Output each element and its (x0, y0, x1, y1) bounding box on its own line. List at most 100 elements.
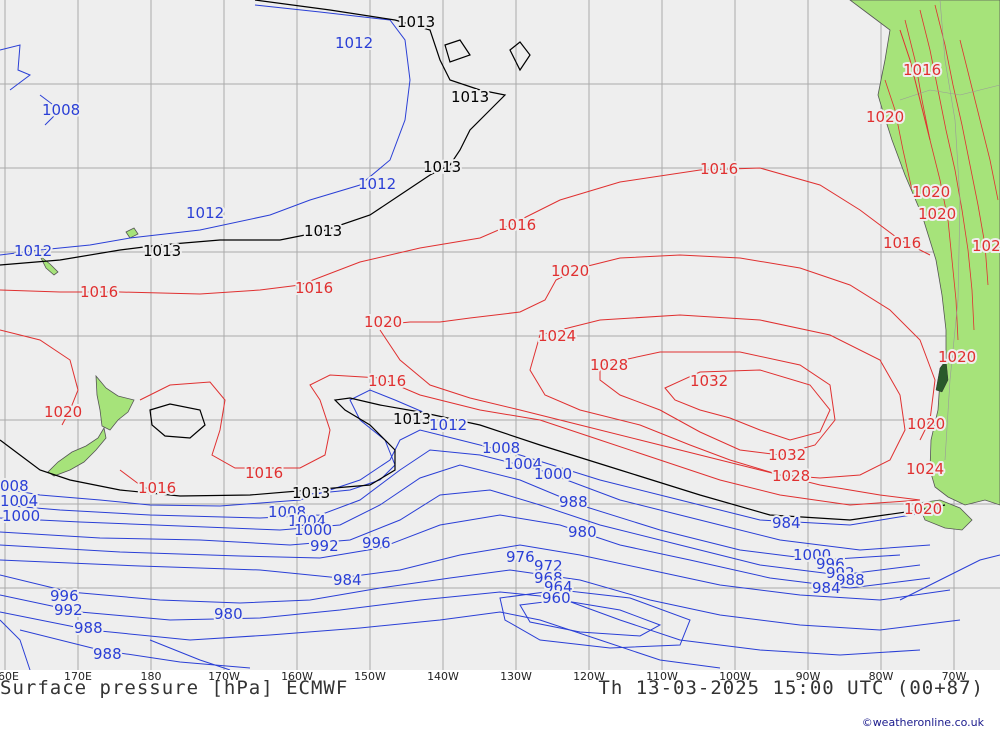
isobar-label: 1016 (498, 216, 536, 234)
isobar-label: 972 (534, 557, 563, 575)
isobar-label: 1020 (907, 415, 945, 433)
isobar-label: 1012 (335, 34, 373, 52)
isobar-label: 988 (559, 493, 588, 511)
longitude-tick-label: 90W (795, 670, 821, 683)
isobar-label: 1008 (268, 503, 306, 521)
new-zealand-north-island (95, 374, 135, 431)
isobar-label: 1004 (0, 492, 38, 510)
isobar-label: 996 (816, 555, 845, 573)
isobar-label: 1013 (423, 158, 461, 176)
longitude-tick-label: 100W (719, 670, 751, 683)
isobar-label: 984 (333, 571, 362, 589)
isobar-label: 1020 (938, 348, 976, 366)
isobar-labels-blue: 1012 1008 1012 1012 1012 008 1004 1000 1… (0, 32, 867, 665)
isobar-label: 968 (534, 569, 563, 587)
isobar-label: 1012 (429, 416, 467, 434)
isobar-label: 1016 (80, 283, 118, 301)
longitude-tick-label: 120W (573, 670, 605, 683)
isobar-label: 1000 (793, 546, 831, 564)
longitude-tick-label: 160W (281, 670, 313, 683)
isobar-label: 1008 (482, 439, 520, 457)
isobar-label: 1000 (534, 465, 572, 483)
isobar-label: 1032 (690, 372, 728, 390)
isobar-label: 1013 (397, 13, 435, 31)
isobar-label: 988 (93, 645, 122, 663)
isobar-label: 964 (544, 578, 573, 596)
isobar-label: 984 (772, 514, 801, 532)
isobar-label: 960 (542, 589, 571, 607)
isobar-label: 1016 (138, 479, 176, 497)
isobar-label: 1000 (294, 521, 332, 539)
map-footer: 160E 170E 180 170W 160W 150W 140W 130W 120W 110W 1… (0, 670, 1000, 733)
isobar-label: 1032 (768, 446, 806, 464)
longitude-tick-label: 170E (64, 670, 92, 683)
longitude-tick-label: 150W (354, 670, 386, 683)
isobar-label: 1020 (912, 183, 950, 201)
isobar-label: 1020 (918, 205, 956, 223)
chile-island (935, 359, 949, 393)
longitude-tick-label: 160E (0, 670, 19, 683)
low-pressure-isobars (0, 4, 1000, 670)
reference-isobar-1013 (0, 0, 946, 521)
isobar-label: 1016 (883, 234, 921, 252)
source-credit: ©weatheronline.co.uk (861, 716, 984, 729)
isobar-label: 1013 (304, 222, 342, 240)
isobar-label: 988 (74, 619, 103, 637)
isobar-label: 1024 (538, 327, 576, 345)
longitude-tick-label: 80W (868, 670, 894, 683)
andes-terrain-contours (884, 4, 999, 341)
country-borders (899, 0, 1000, 461)
isobar-label: 1004 (504, 455, 542, 473)
isobar-label: 1020 (44, 403, 82, 421)
longitude-tick-label: 140W (427, 670, 459, 683)
isobar-label: 1013 (451, 88, 489, 106)
longitude-tick-label: 180 (140, 670, 162, 683)
isobar-label: 1020 (904, 500, 942, 518)
longitude-tick-label: 130W (500, 670, 532, 683)
isobar-label: 1020 (972, 237, 1000, 255)
isobar-label: 1024 (906, 460, 944, 478)
isobar-label: 1028 (772, 467, 810, 485)
isobar-label: 1020 (364, 313, 402, 331)
isobar-label: 984 (812, 579, 841, 597)
isobar-labels-red: 1016 1020 1020 1020 1016 1016 1016 1016 … (42, 59, 1000, 520)
isobar-label: 992 (54, 601, 83, 619)
isobar-label: 1020 (866, 108, 904, 126)
isobar-label: 996 (50, 587, 79, 605)
longitude-tick-label: 110W (646, 670, 678, 683)
isobar-label: 992 (826, 564, 855, 582)
isobar-label: 1016 (903, 61, 941, 79)
isobar-labels-black: 1013 1013 1013 1013 1013 1013 1013 (141, 11, 491, 504)
isobar-label: 980 (568, 523, 597, 541)
isobar-label: 1012 (358, 175, 396, 193)
isobar-label: 1028 (590, 356, 628, 374)
longitude-tick-label: 170W (208, 670, 240, 683)
isobar-label: 1020 (551, 262, 589, 280)
isobar-label: 1000 (2, 507, 40, 525)
isobar-label: 1004 (288, 512, 326, 530)
isobar-label: 980 (214, 605, 243, 623)
isobar-label: 1016 (368, 372, 406, 390)
isobar-label: 996 (362, 534, 391, 552)
isobar-label: 1016 (245, 464, 283, 482)
isobar-label: 976 (506, 548, 535, 566)
longitude-tick-label: 70W (941, 670, 967, 683)
isobar-label: 1016 (700, 160, 738, 178)
chart-title: Surface pressure [hPa] ECMWF (0, 677, 349, 699)
high-pressure-isobars (0, 29, 936, 506)
isobar-label: 1013 (292, 484, 330, 502)
isobar-label: 008 (0, 477, 29, 495)
isobar-label: 992 (310, 537, 339, 555)
isobar-label: 988 (836, 571, 865, 589)
pressure-map-canvas: 1016 1020 1020 1020 1016 1016 1016 1016 … (0, 0, 1000, 670)
isobar-label: 1012 (14, 242, 52, 260)
isobar-label: 1013 (393, 410, 431, 428)
isobar-label: 1013 (143, 242, 181, 260)
fiji-islands (125, 227, 139, 239)
isobar-label: 1012 (186, 204, 224, 222)
forecast-timestamp: Th 13-03-2025 15:00 UTC (00+87) (598, 677, 984, 699)
ocean-background (0, 0, 1000, 670)
isobar-label: 1016 (295, 279, 333, 297)
isobar-label: 1008 (42, 101, 80, 119)
